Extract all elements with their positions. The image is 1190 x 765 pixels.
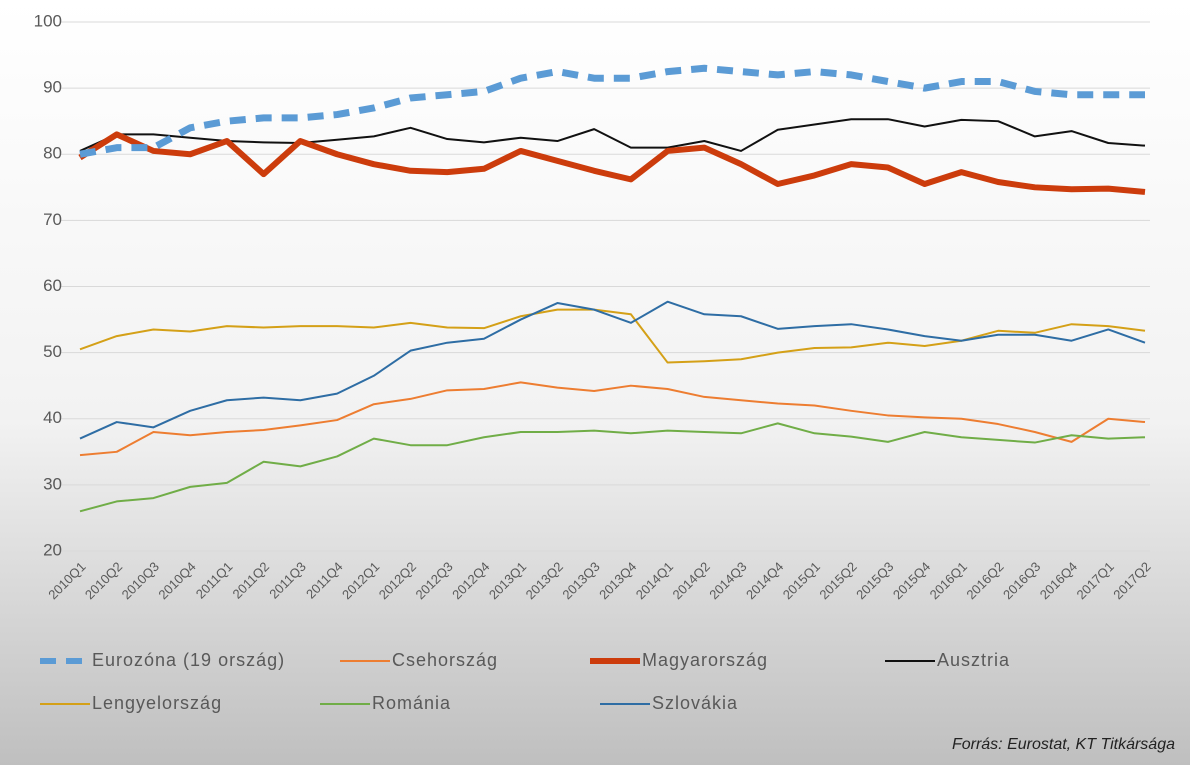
legend-label: Csehország — [392, 650, 498, 670]
y-tick-label: 90 — [43, 78, 62, 97]
series-line — [79, 118, 1146, 152]
y-tick-label: 80 — [43, 144, 62, 163]
legend-label: Magyarország — [642, 650, 768, 670]
y-tick-label: 70 — [43, 210, 62, 229]
legend-label: Eurozóna (19 ország) — [92, 650, 285, 670]
y-tick-label: 100 — [34, 11, 62, 30]
series-line — [79, 300, 1146, 440]
series-line — [79, 381, 1146, 457]
y-tick-label: 50 — [43, 342, 62, 361]
legend-label: Ausztria — [937, 650, 1010, 670]
series-line — [79, 422, 1146, 513]
y-tick-label: 20 — [43, 540, 62, 559]
y-tick-label: 60 — [43, 276, 62, 295]
series-line — [78, 131, 1146, 195]
legend-label: Szlovákia — [652, 693, 738, 713]
legend-label: Lengyelország — [92, 693, 222, 713]
y-tick-label: 30 — [43, 474, 62, 493]
source: Forrás: Eurostat, KT Titkársága — [952, 736, 1175, 753]
y-tick-label: 40 — [43, 408, 62, 427]
legend-label: Románia — [372, 693, 451, 713]
series-line — [79, 64, 1145, 158]
